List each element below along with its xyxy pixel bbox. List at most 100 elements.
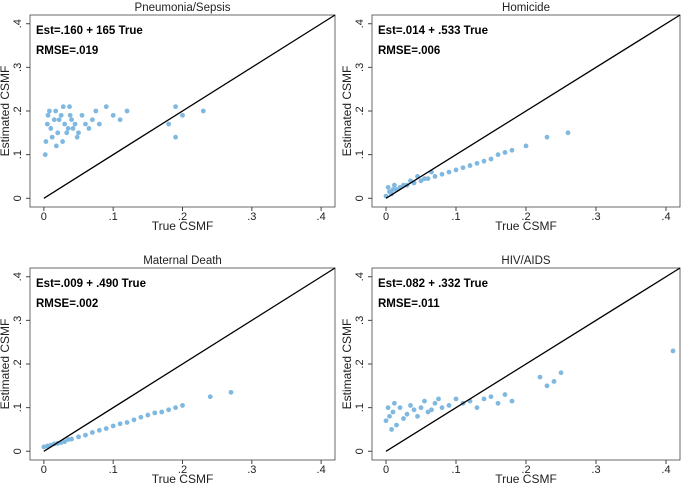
data-point: [166, 121, 172, 127]
x-tick-label: .3: [591, 464, 600, 476]
data-point: [44, 121, 50, 127]
annotation: RMSE=.019: [36, 45, 98, 57]
x-axis-label: True CSMF: [152, 472, 214, 486]
data-point: [467, 163, 473, 168]
data-point: [422, 398, 427, 404]
y-tick-label: .3: [354, 316, 366, 325]
y-tick-label: .4: [354, 19, 366, 28]
data-point: [390, 187, 396, 192]
x-tick-label: .3: [247, 211, 256, 223]
data-point: [460, 165, 466, 171]
annotation: Est=.014 + .533 True: [378, 25, 488, 37]
data-point: [64, 130, 70, 136]
data-point: [509, 398, 515, 404]
data-point: [537, 374, 543, 380]
data-point: [389, 427, 394, 432]
data-point: [432, 400, 438, 406]
data-point: [385, 184, 391, 190]
annotation: Est=.009 + .490 True: [36, 278, 146, 290]
y-axis-label: Estimated CSMF: [0, 319, 12, 410]
data-point: [110, 423, 116, 429]
data-point: [53, 108, 59, 114]
data-point: [96, 121, 102, 127]
data-point: [152, 410, 158, 416]
data-point: [131, 417, 137, 423]
data-point: [474, 405, 480, 411]
y-tick-label: .2: [12, 359, 24, 368]
data-point: [145, 412, 151, 418]
data-point: [200, 108, 206, 114]
data-point: [390, 409, 396, 415]
data-point: [70, 126, 76, 131]
data-point: [110, 112, 116, 118]
x-tick-label: .4: [661, 211, 670, 223]
x-tick-label: .1: [451, 464, 460, 476]
data-point: [670, 348, 676, 354]
data-point: [387, 413, 392, 419]
annotation: Est=.082 + .332 True: [378, 278, 488, 290]
data-point: [117, 117, 123, 123]
annotation: Est=.160 + 165 True: [36, 25, 143, 37]
data-point: [89, 117, 95, 123]
data-point: [138, 414, 144, 420]
data-point: [180, 112, 185, 118]
data-point: [103, 104, 109, 110]
chart-title: Pneumonia/Sepsis: [135, 2, 231, 14]
y-tick-label: .4: [12, 272, 24, 281]
data-point: [159, 409, 165, 415]
x-tick-label: .4: [317, 464, 326, 476]
data-point: [453, 167, 459, 173]
data-point: [495, 152, 501, 158]
data-point: [551, 379, 557, 384]
y-axis-label: Estimated CSMF: [340, 319, 354, 410]
data-point: [446, 403, 452, 408]
data-point: [67, 112, 73, 118]
data-point: [425, 409, 431, 415]
reference-line: [43, 267, 336, 452]
x-tick-label: .2: [521, 211, 530, 223]
annotation: RMSE=.011: [378, 298, 440, 310]
y-tick-label: .2: [354, 106, 366, 115]
data-point: [565, 130, 571, 136]
data-point: [425, 176, 431, 182]
data-point: [481, 158, 487, 164]
data-point: [74, 134, 80, 140]
data-point: [432, 174, 438, 179]
data-point: [48, 126, 54, 131]
data-point: [392, 400, 397, 406]
x-tick-label: .4: [661, 464, 670, 476]
x-axis-label: True CSMF: [495, 472, 557, 486]
data-point: [124, 108, 130, 114]
data-point: [422, 176, 427, 182]
reference-line: [385, 14, 681, 199]
y-tick-label: .2: [354, 359, 366, 368]
x-tick-label: .1: [451, 211, 460, 223]
data-point: [65, 126, 71, 131]
data-point: [166, 407, 172, 413]
data-point: [76, 434, 81, 440]
data-point: [60, 139, 65, 144]
data-point: [62, 121, 68, 127]
data-point: [502, 392, 508, 397]
data-point: [47, 108, 52, 114]
data-point: [65, 437, 71, 442]
x-tick-label: .1: [109, 211, 118, 223]
data-point: [397, 405, 403, 411]
annotation: RMSE=.002: [36, 298, 98, 310]
y-tick-label: .1: [354, 150, 366, 159]
chart-title: Maternal Death: [143, 255, 222, 267]
y-tick-label: .4: [354, 272, 366, 281]
data-point: [117, 421, 123, 427]
y-tick-label: .3: [12, 63, 24, 72]
data-point: [544, 134, 550, 140]
data-point: [385, 405, 391, 411]
data-point: [89, 430, 95, 435]
data-point: [453, 396, 459, 402]
data-point: [124, 420, 130, 425]
data-point: [49, 134, 55, 140]
x-tick-label: 0: [41, 464, 47, 476]
data-point: [173, 405, 178, 411]
data-point: [481, 396, 487, 402]
data-point: [509, 147, 515, 153]
